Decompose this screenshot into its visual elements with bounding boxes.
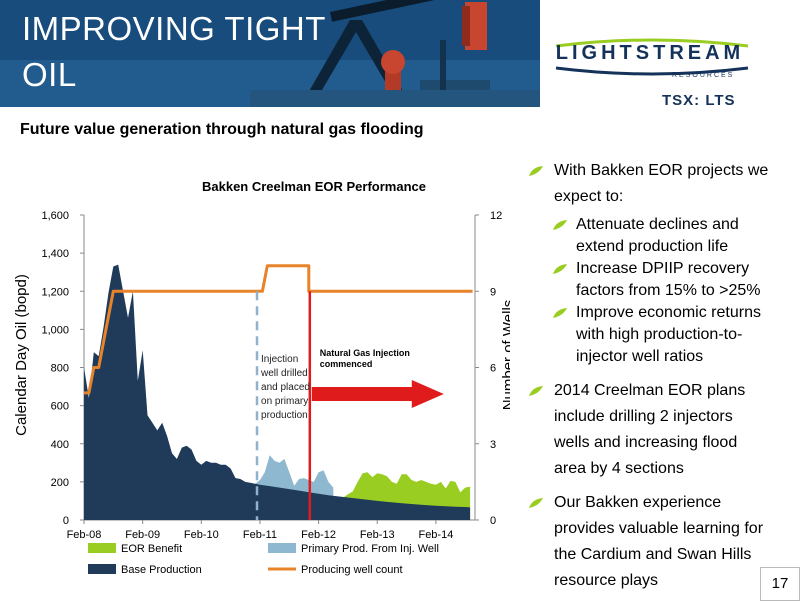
legend-label: Base Production [121,564,202,576]
pumpjack-illustration [0,0,540,107]
bullet-2014-plans: 2014 Creelman EOR plans include drilling… [528,378,796,482]
y2-tick-label: 0 [490,515,496,527]
injection-annotation-line: Injection [261,354,298,365]
x-tick-label: Feb-13 [360,529,395,541]
x-tick-label: Feb-11 [243,529,277,541]
bullet-text: area by 4 sections [554,460,684,477]
y2-tick-label: 9 [490,286,496,298]
sub-bullet-text: extend production life [576,238,729,255]
slide-subtitle: Future value generation through natural … [20,121,424,138]
legend-label: Producing well count [301,564,403,576]
bullet-text: expect to: [554,188,624,205]
logo-subtext: RESOURCES [672,72,735,79]
page-number: 17 [760,567,800,601]
y2-tick-label: 3 [490,439,496,451]
x-tick-label: Feb-08 [67,529,102,541]
bullet-list: With Bakken EOR projects we expect to: A… [528,158,796,602]
legend-swatch [88,564,116,574]
gas-injection-annotation-line: commenced [320,359,373,369]
y-tick-label: 400 [51,439,69,451]
leaf-bullet-icon [529,386,543,396]
slide-title: IMPROVING TIGHT OIL RECOVERIES [22,6,382,107]
y-tick-label: 200 [51,477,69,489]
eor-performance-chart: Bakken Creelman EOR Performance 0 200 400 6… [13,179,510,576]
bullet-text: include drilling 2 injectors [554,408,733,425]
sub-bullet-text: with high production-to- [576,326,743,343]
slide-title-line2: RECOVERIES [22,98,382,107]
y-tick-label: 800 [51,363,69,375]
chart-annotations: Injection well drilled and placed on primar… [255,291,444,520]
x-tick-label: Feb-09 [125,529,160,541]
y-tick-label: 1,400 [41,248,69,260]
bullet-text: wells and increasing flood [554,434,738,451]
sub-bullet-text: Improve economic returns [576,304,761,321]
injection-annotation-line: production [261,410,308,421]
leaf-bullet-icon [553,264,567,274]
right-axis-ticks: 0 3 6 9 12 [475,210,502,527]
y-tick-label: 0 [63,515,69,527]
well-count-line [84,264,473,395]
logo-wordmark: LIGHTSTREAM [555,42,745,64]
x-axis-ticks: Feb-08 Feb-09 Feb-10 Feb-11 Feb-12 Feb-13 Feb-… [67,520,453,541]
bullet-text: provides valuable learning for [554,520,764,537]
base-production-area [84,264,471,520]
sub-bullet-dpiip: Increase DPIIP recovery factors from 15%… [552,258,796,302]
logo-swoosh-icon [555,38,749,76]
legend-label: EOR Benefit [121,543,182,555]
left-axis-title: Calendar Day Oil (bopd) [13,274,30,436]
injection-annotation-line: well drilled [260,368,308,379]
injection-annotation-line: and placed [261,382,310,393]
company-logo: LIGHTSTREAM RESOURCES [552,36,752,80]
sub-bullet-text: injector well ratios [576,348,704,365]
legend-swatch [268,543,296,553]
y-tick-label: 1,600 [41,210,69,222]
legend-label: Primary Prod. From Inj. Well [301,543,439,555]
sub-bullet-attenuate: Attenuate declines and extend production… [552,214,796,258]
sub-bullet-returns: Improve economic returns with high produ… [552,302,796,368]
injection-annotation-line: on primary [261,396,308,407]
x-tick-label: Feb-14 [418,529,453,541]
x-tick-label: Feb-12 [301,529,336,541]
sub-bullet-text: Attenuate declines and [576,216,739,233]
header-banner: IMPROVING TIGHT OIL RECOVERIES [0,0,540,107]
y2-tick-label: 6 [490,363,496,375]
leaf-bullet-icon [553,220,567,230]
bullet-bakken-experience: Our Bakken experience provides valuable … [528,490,796,594]
sub-bullet-list: Attenuate declines and extend production… [528,214,796,368]
leaf-bullet-icon [553,308,567,318]
sub-bullet-text: Increase DPIIP recovery [576,260,750,277]
bullet-text: 2014 Creelman EOR plans [554,382,746,399]
bullet-text: the Cardium and Swan Hills [554,546,752,563]
leaf-bullet-icon [529,166,543,176]
slide-header: IMPROVING TIGHT OIL RECOVERIES LIGHTSTRE… [0,0,800,109]
legend-swatch [88,543,116,553]
bullet-text: Our Bakken experience [554,494,722,511]
gas-injection-arrow-icon [311,380,444,408]
bullet-eor-projects: With Bakken EOR projects we expect to: [528,158,796,210]
y-tick-label: 1,200 [41,286,69,298]
ticker-symbol: TSX: LTS [662,92,736,109]
bullet-text: resource plays [554,572,659,589]
x-tick-label: Feb-10 [184,529,219,541]
y2-tick-label: 12 [490,210,502,222]
gas-injection-annotation-line: Natural Gas Injection [320,348,410,358]
y-tick-label: 600 [51,401,69,413]
y-tick-label: 1,000 [41,324,69,336]
bullet-text: With Bakken EOR projects we [554,162,769,179]
right-axis-title: Number of Wells [500,300,510,411]
plot-area [83,215,476,521]
chart-legend: EOR Benefit Primary Prod. From Inj. Well B… [88,543,439,576]
left-axis-ticks: 0 200 400 600 800 1,000 1,200 1,400 1,600 [41,210,84,527]
sub-bullet-text: factors from 15% to >25% [576,282,761,299]
leaf-bullet-icon [529,498,543,508]
chart-title: Bakken Creelman EOR Performance [202,179,426,194]
slide-title-line1: IMPROVING TIGHT OIL [22,10,326,93]
